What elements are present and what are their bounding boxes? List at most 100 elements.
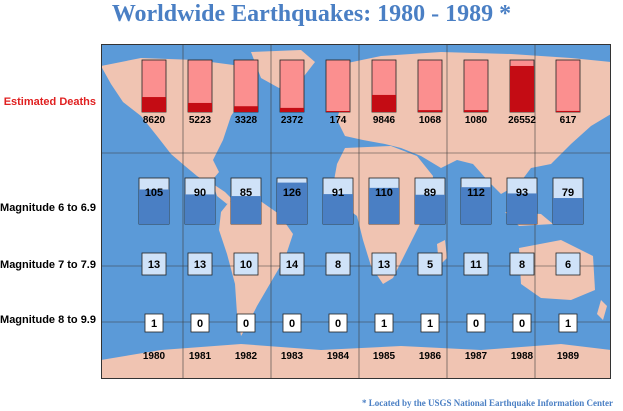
mag7-box (279, 252, 305, 276)
year-label: 1985 (373, 351, 396, 362)
mag8-box (144, 313, 164, 333)
mag8-label: 1 (381, 318, 387, 330)
mag8-box (466, 313, 486, 333)
mag7-label: 13 (194, 259, 206, 271)
row-label-magnitude-7: Magnitude 7 to 7.9 (0, 259, 96, 271)
deaths-bar (510, 65, 534, 112)
year-label: 1983 (281, 351, 304, 362)
mag7-label: 13 (148, 259, 160, 271)
mag7-box (371, 252, 397, 276)
mag7-box (233, 252, 259, 276)
mag8-box (420, 313, 440, 333)
world-map-chart: 8620105131198052239013019813328851001982… (101, 44, 611, 379)
mag6-bar (507, 193, 537, 224)
land-new-zealand (597, 300, 607, 320)
deaths-label: 1080 (465, 115, 488, 126)
mag8-label: 0 (335, 318, 341, 330)
mag7-label: 10 (240, 259, 252, 271)
mag6-label: 110 (375, 187, 393, 199)
row-label-magnitude-6: Magnitude 6 to 6.9 (0, 202, 96, 214)
mag6-bar (277, 182, 307, 224)
mag7-label: 14 (286, 259, 299, 271)
mag6-label: 90 (194, 187, 206, 199)
mag8-box (374, 313, 394, 333)
deaths-label: 5223 (189, 115, 212, 126)
mag7-box (555, 252, 581, 276)
deaths-bar (556, 110, 580, 112)
mag8-label: 1 (565, 318, 571, 330)
mag8-label: 1 (427, 318, 433, 330)
row-label-magnitude-8: Magnitude 8 to 9.9 (0, 314, 96, 326)
mag6-label: 112 (467, 187, 485, 199)
mag8-label: 0 (289, 318, 295, 330)
mag6-label: 93 (516, 187, 528, 199)
mag6-bar (185, 194, 215, 224)
mag6-label: 79 (562, 187, 574, 199)
deaths-label: 8620 (143, 115, 166, 126)
mag7-box (417, 252, 443, 276)
year-label: 1980 (143, 351, 166, 362)
year-label: 1986 (419, 351, 442, 362)
deaths-label: 3328 (235, 115, 258, 126)
deaths-label: 1068 (419, 115, 442, 126)
land-antarctica (101, 344, 611, 379)
mag8-box (236, 313, 256, 333)
mag7-label: 13 (378, 259, 390, 271)
deaths-bar (234, 106, 258, 112)
deaths-label: 617 (560, 115, 577, 126)
deaths-box (325, 59, 351, 113)
mag7-label: 11 (470, 259, 482, 271)
deaths-label: 9846 (373, 115, 396, 126)
row-label-estimated-deaths: Estimated Deaths (3, 96, 96, 108)
mag8-label: 0 (519, 318, 525, 330)
mag7-label: 6 (565, 259, 571, 271)
deaths-bar (418, 110, 442, 112)
deaths-bar (142, 97, 166, 112)
chart-marks: 8620105131198052239013019813328851001982… (138, 59, 584, 362)
mag6-label: 85 (240, 187, 252, 199)
map-frame (101, 44, 611, 379)
mag6-label: 91 (332, 187, 344, 199)
land-central-america (213, 184, 233, 204)
mag8-label: 0 (243, 318, 249, 330)
deaths-bar (326, 111, 350, 112)
mag7-box (141, 252, 167, 276)
deaths-box (555, 59, 581, 113)
mag7-label: 8 (519, 259, 525, 271)
mag6-label: 126 (283, 187, 301, 199)
deaths-box (417, 59, 443, 113)
deaths-bar (372, 94, 396, 112)
mag6-bar (231, 196, 261, 224)
mag8-label: 0 (197, 318, 203, 330)
mag6-bar (369, 187, 399, 224)
chart-title: Worldwide Earthquakes: 1980 - 1989 * (111, 1, 512, 27)
deaths-bar (188, 102, 212, 112)
mag7-box (325, 252, 351, 276)
mag7-box (509, 252, 535, 276)
year-label: 1989 (557, 351, 580, 362)
year-label: 1988 (511, 351, 534, 362)
mag7-box (463, 252, 489, 276)
deaths-label: 26552 (508, 115, 536, 126)
mag8-box (512, 313, 532, 333)
mag8-box (558, 313, 578, 333)
mag6-label: 105 (145, 187, 163, 199)
footnote: * Located by the USGS National Earthquak… (361, 398, 613, 408)
mag8-box (190, 313, 210, 333)
deaths-box (279, 59, 305, 113)
deaths-bar (280, 107, 304, 112)
year-label: 1987 (465, 351, 488, 362)
land-north-america (101, 58, 251, 184)
land-eurasia (333, 52, 611, 194)
mag6-bar (553, 198, 583, 224)
mag6-bar (415, 194, 445, 224)
mag6-bar (323, 194, 353, 224)
mag7-box (187, 252, 213, 276)
mag6-label: 89 (424, 187, 436, 199)
deaths-bar (464, 110, 488, 112)
mag8-box (282, 313, 302, 333)
deaths-label: 174 (330, 115, 347, 126)
mag6-bar (461, 187, 491, 224)
mag8-box (328, 313, 348, 333)
mag8-label: 1 (151, 318, 157, 330)
